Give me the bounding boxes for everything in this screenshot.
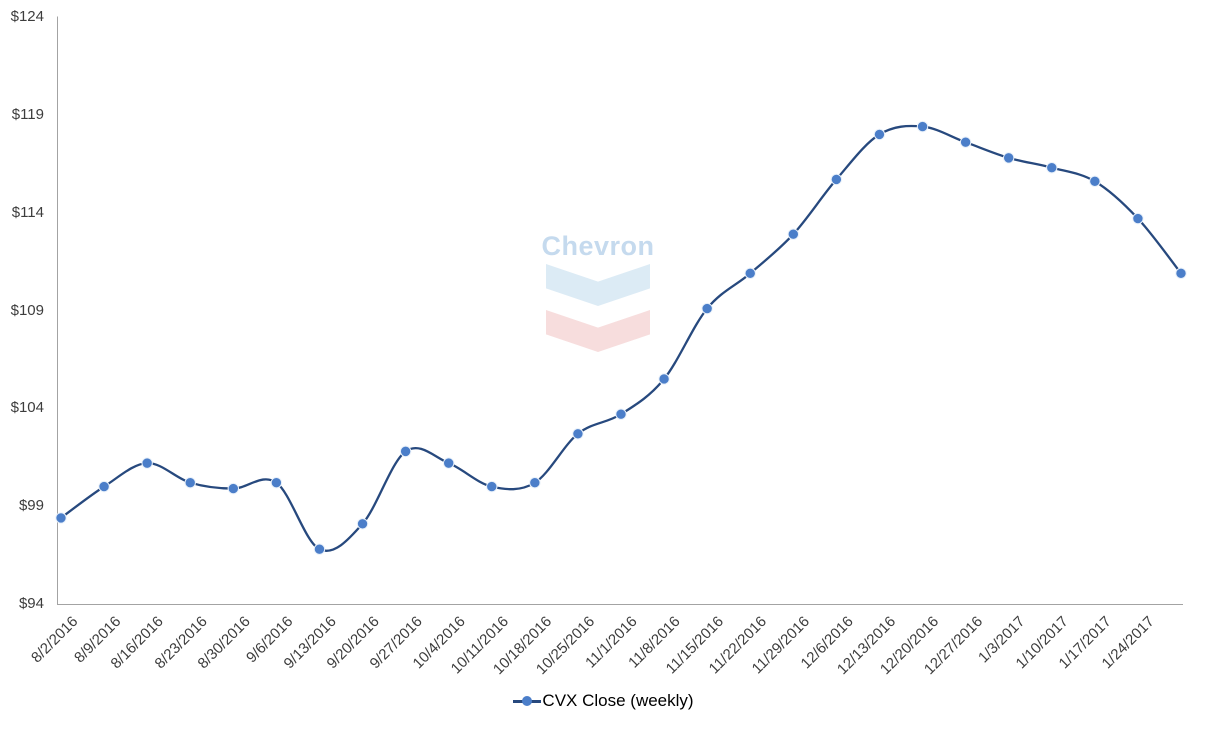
- data-point-marker: [615, 408, 627, 420]
- y-axis-tick-label: $99: [18, 497, 44, 515]
- legend: CVX Close (weekly): [0, 691, 1207, 711]
- data-point-marker: [1132, 212, 1144, 225]
- data-point-marker: [1175, 267, 1187, 280]
- data-point-marker: [98, 480, 110, 493]
- data-point-marker: [270, 476, 283, 489]
- legend-label: CVX Close (weekly): [542, 691, 694, 710]
- chevron-watermark: Chevron: [541, 231, 655, 352]
- data-point-marker: [959, 136, 972, 148]
- data-point-marker: [787, 228, 800, 240]
- y-axis-tick-label: $104: [10, 399, 44, 417]
- data-point-marker: [830, 173, 843, 186]
- data-point-marker: [1089, 175, 1101, 188]
- data-point-marker: [1046, 161, 1058, 174]
- watermark-text: Chevron: [541, 231, 655, 261]
- legend-series-marker-icon: [513, 695, 542, 708]
- data-point-marker: [442, 457, 455, 469]
- data-point-marker: [55, 512, 67, 524]
- data-point-marker: [356, 518, 369, 530]
- data-point-marker: [744, 267, 756, 280]
- y-axis-tick-label: $114: [11, 203, 44, 221]
- data-point-marker: [529, 476, 541, 489]
- data-point-marker: [227, 482, 240, 495]
- data-point-marker: [184, 476, 196, 489]
- data-point-marker: [873, 128, 886, 141]
- data-point-marker: [1002, 152, 1015, 164]
- y-axis-tick-label: $109: [10, 301, 44, 319]
- data-point-marker: [572, 428, 584, 440]
- y-axis-tick-label: $94: [18, 595, 44, 612]
- data-point-marker: [916, 120, 929, 133]
- data-point-marker: [658, 373, 670, 385]
- data-point-marker: [141, 457, 153, 469]
- data-point-marker: [701, 302, 713, 315]
- data-point-marker: [486, 480, 498, 493]
- legend-dot-icon: [522, 696, 533, 706]
- data-point-marker: [399, 445, 412, 458]
- y-axis-tick-label: $124: [10, 8, 44, 25]
- y-axis-tick-label: $119: [11, 105, 44, 123]
- axis-lines: [57, 16, 1183, 605]
- data-point-marker: [313, 543, 326, 555]
